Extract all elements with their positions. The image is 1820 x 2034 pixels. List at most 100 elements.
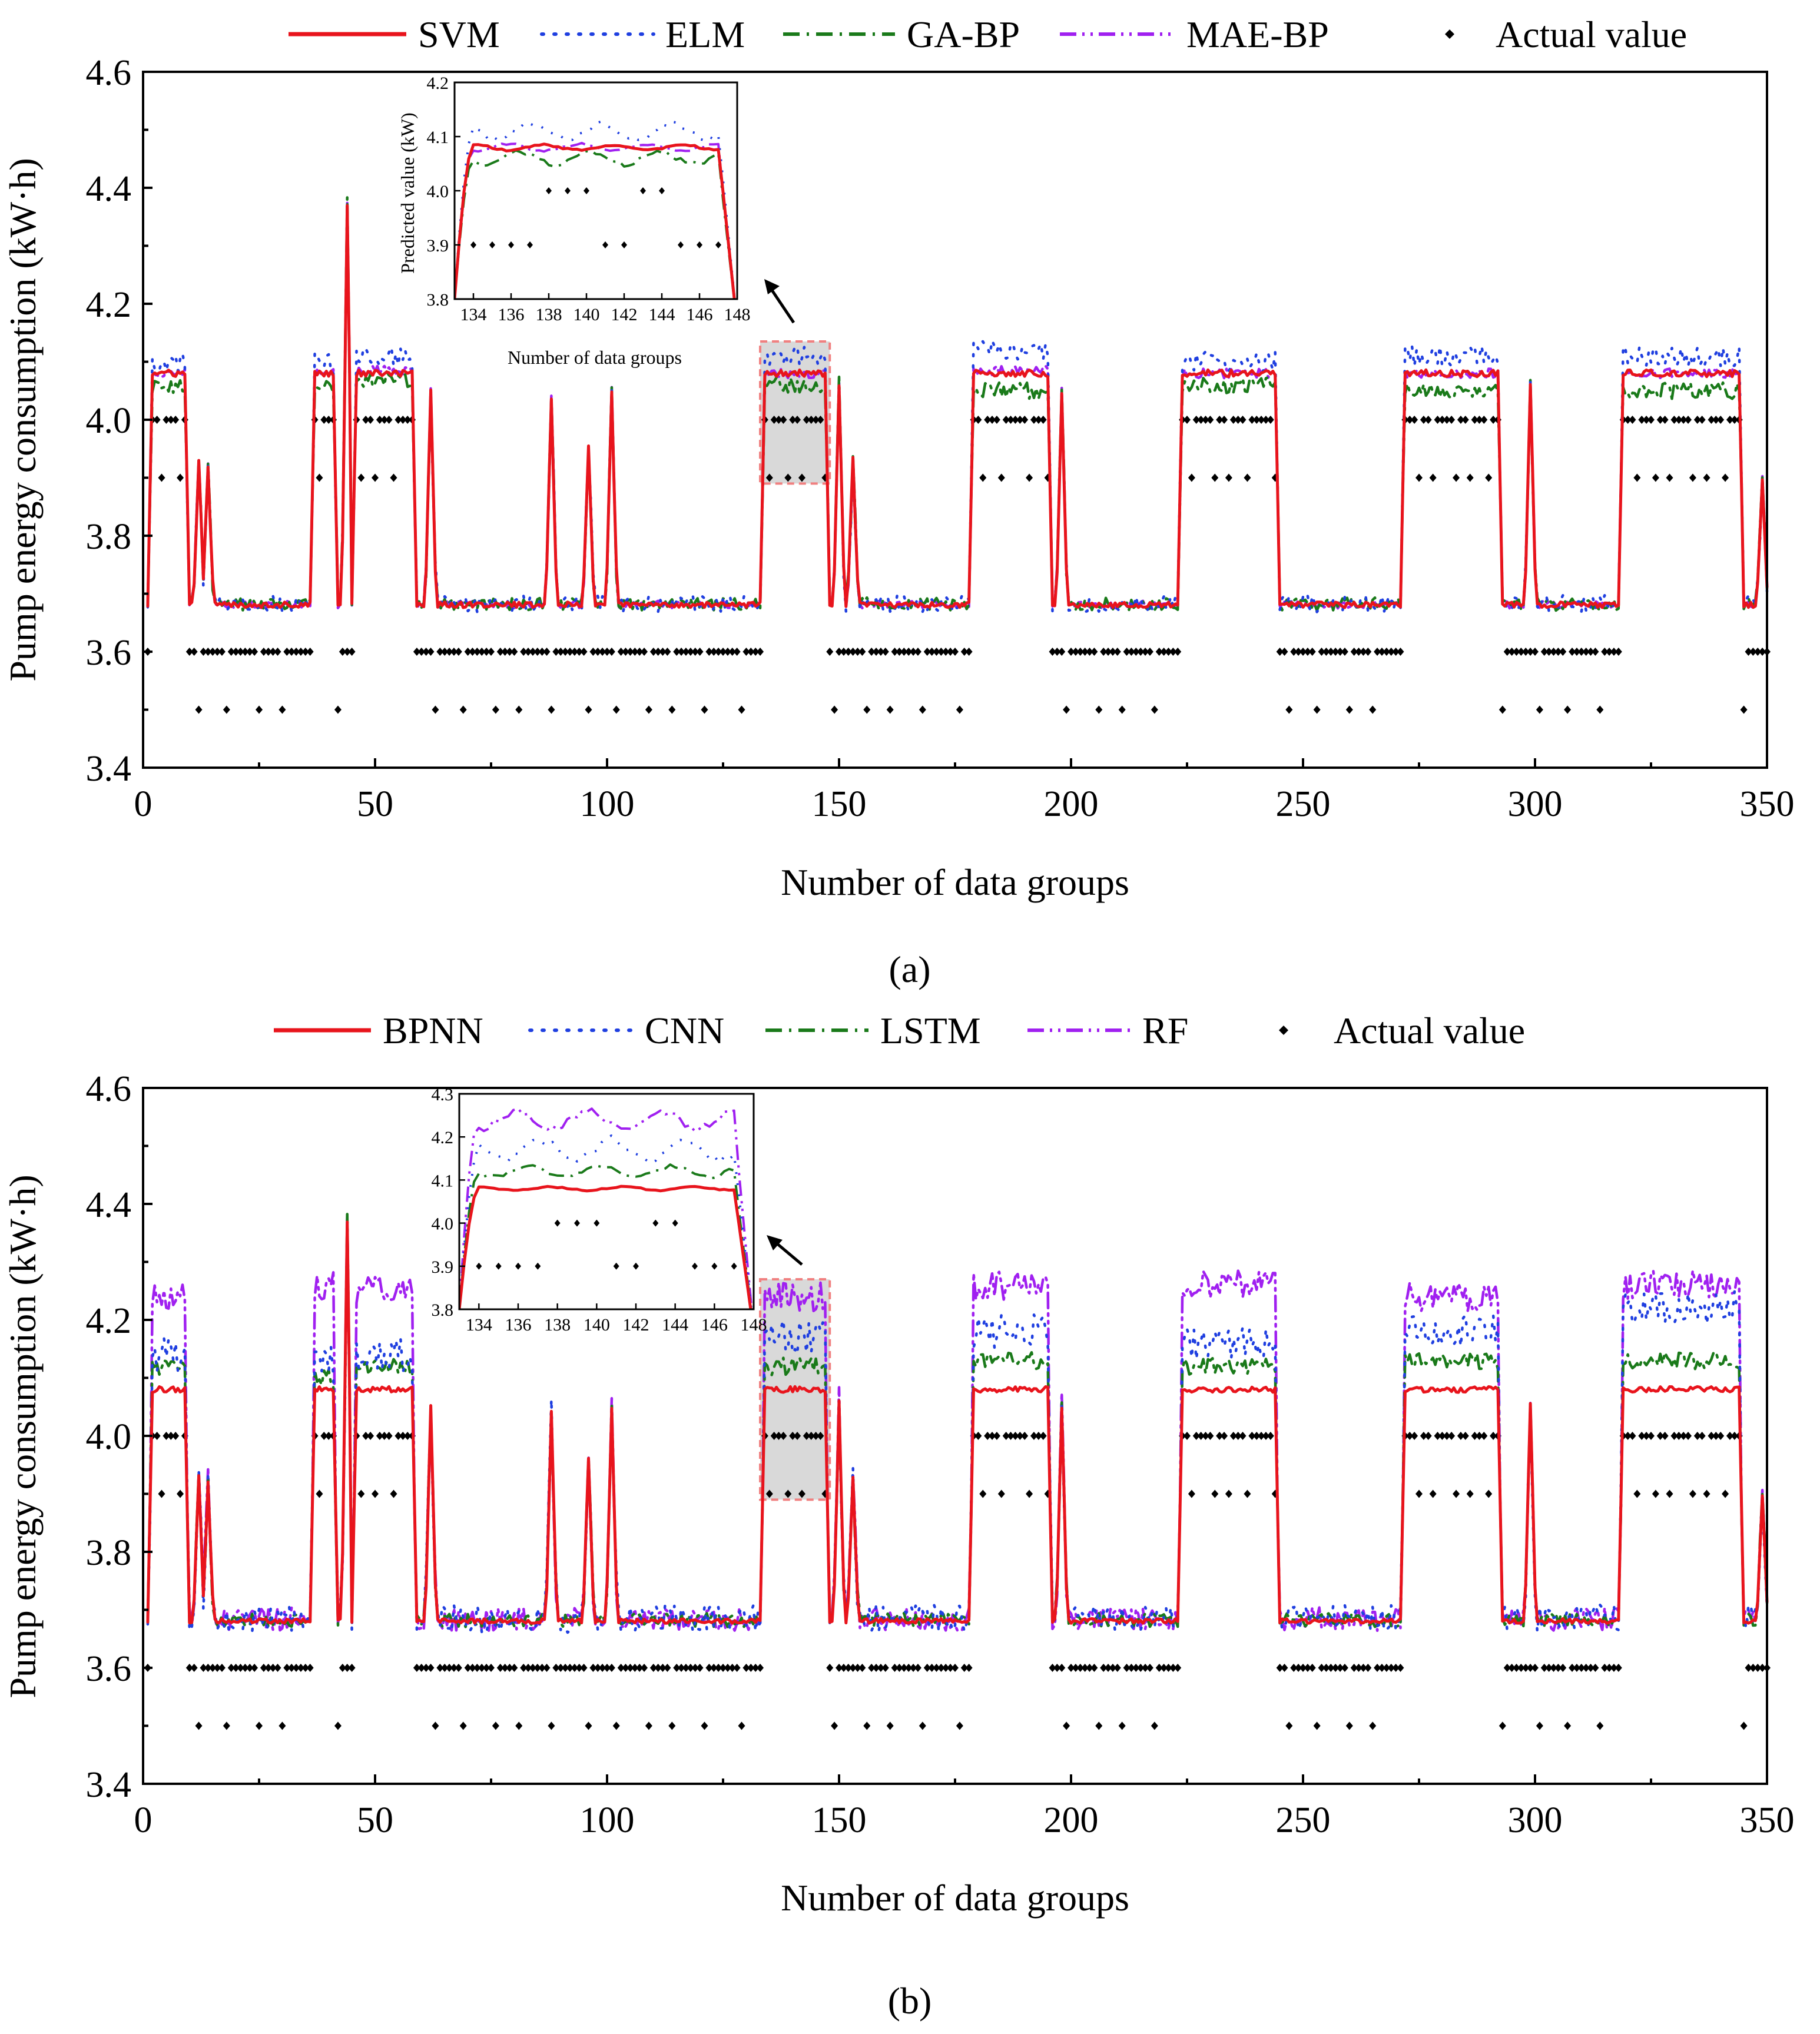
panel-b-actual-point: [863, 1721, 871, 1730]
panel-a-actual-point: [575, 648, 583, 656]
panel-a-actual-point: [515, 705, 523, 714]
panel-a-actual-point: [752, 648, 760, 656]
panel-a-actual-point: [626, 648, 634, 656]
panel-b-actual-point: [1160, 1664, 1168, 1672]
panel-a-actual-point: [589, 648, 597, 656]
panel-b-actual-point: [1332, 1664, 1340, 1672]
panel-b-actual-point: [1656, 1432, 1664, 1440]
panel-b-actual-point: [1383, 1664, 1390, 1672]
panel-a-actual-point: [395, 416, 402, 424]
panel-b-actual-point: [896, 1664, 903, 1672]
panel-a-actual-point: [905, 648, 913, 656]
panel-a-x-tick-label: 350: [1740, 784, 1795, 824]
panel-b-actual-point: [1109, 1664, 1116, 1672]
panel-b-actual-point: [997, 1489, 1005, 1498]
panel-b-actual-point: [826, 1664, 834, 1672]
panel-a-actual-point: [218, 648, 226, 656]
panel-b-x-tick-label: 250: [1276, 1800, 1331, 1840]
panel-b-inset-x-tick-label: 134: [466, 1315, 492, 1335]
panel-a-actual-point: [1577, 648, 1585, 656]
panel-b-actual-point: [673, 1664, 681, 1672]
panel-a-actual-point: [492, 705, 499, 714]
panel-a-actual-point: [1527, 648, 1534, 656]
panel-b-actual-point: [1717, 1432, 1725, 1440]
panel-b-actual-point: [1550, 1664, 1557, 1672]
panel-a-actual-point: [1675, 416, 1683, 424]
panel-a-actual-point: [612, 705, 620, 714]
panel-b-inset-actual-point: [495, 1262, 502, 1270]
panel-a-actual-point: [1063, 705, 1070, 714]
panel-a-actual-point: [1197, 416, 1205, 424]
panel-b-inset-series-bpnn: [459, 1184, 752, 1309]
panel-a-actual-point: [1434, 416, 1441, 424]
panel-a-actual-point: [1081, 648, 1089, 656]
panel-b-actual-point: [1068, 1664, 1075, 1672]
panel-b-actual-point: [372, 1489, 379, 1498]
panel-a-actual-point: [427, 648, 435, 656]
panel-a-actual-point: [645, 705, 652, 714]
panel-b-actual-point: [886, 1721, 894, 1730]
panel-b-x-tick-label: 0: [134, 1800, 153, 1840]
panel-a-actual-point: [1448, 416, 1456, 424]
panel-a-chart: SVM ELM GA-BP MAE-BP Actual value 0 50 100…: [2, 14, 1795, 990]
panel-b-actual-point: [923, 1664, 931, 1672]
panel-a-actual-point: [1169, 648, 1177, 656]
panel-a-actual-point: [960, 648, 968, 656]
panel-b-actual-point: [1026, 1489, 1033, 1498]
panel-a-actual-point: [742, 648, 750, 656]
panel-a-actual-point: [1378, 648, 1385, 656]
panel-a-actual-point: [1666, 473, 1673, 482]
panel-a-actual-point: [1146, 648, 1153, 656]
panel-b-actual-point: [1554, 1664, 1562, 1672]
panel-a-actual-point: [794, 416, 801, 424]
panel-b-actual-point: [1374, 1664, 1381, 1672]
panel-a-actual-point: [158, 473, 165, 482]
panel-b-inset-y-tick-label: 4.3: [432, 1085, 454, 1104]
panel-b-inset-series-lstm: [459, 1163, 752, 1309]
panel-b-actual-point: [928, 1664, 936, 1672]
panel-b-actual-point: [1221, 1432, 1228, 1440]
panel-a-actual-point: [608, 648, 615, 656]
panel-b-actual-point: [1035, 1432, 1042, 1440]
panel-b-actual-point: [1378, 1664, 1385, 1672]
panel-b-actual-point: [1703, 1489, 1710, 1498]
panel-a-inset-y-tick-label: 4.0: [427, 182, 449, 201]
panel-b-y-tick-label: 4.0: [86, 1417, 132, 1457]
panel-a-actual-point: [1499, 705, 1506, 714]
panel-a-actual-point: [877, 648, 884, 656]
panel-b-actual-point: [798, 1489, 805, 1498]
panel-b-actual-point: [274, 1664, 281, 1672]
panel-a-actual-point: [854, 648, 861, 656]
panel-a-actual-point: [1508, 648, 1516, 656]
panel-a-x-tick-label: 50: [357, 784, 393, 824]
panel-b-actual-point: [1726, 1432, 1733, 1440]
panel-a-actual-point: [1258, 416, 1265, 424]
panel-b-actual-point: [1202, 1432, 1209, 1440]
panel-b-actual-point: [237, 1664, 244, 1672]
panel-a-actual-point: [246, 648, 254, 656]
panel-a-actual-point: [881, 648, 889, 656]
panel-a-actual-point: [933, 648, 940, 656]
panel-b-actual-point: [1582, 1664, 1590, 1672]
panel-b-actual-point: [204, 1664, 212, 1672]
panel-b-actual-point: [320, 1432, 328, 1440]
panel-a-actual-point: [747, 648, 755, 656]
panel-b-actual-point: [506, 1664, 513, 1672]
panel-b-actual-point: [380, 1432, 388, 1440]
panel-a-actual-point: [715, 648, 722, 656]
panel-b-actual-point: [1151, 1721, 1158, 1730]
panel-b-inset-frame: [458, 1093, 755, 1310]
panel-b-actual-point: [172, 1432, 180, 1440]
panel-a-actual-point: [1685, 416, 1692, 424]
panel-b-actual-point: [525, 1664, 532, 1672]
panel-a-actual-point: [1550, 648, 1557, 656]
panel-a-actual-point: [1234, 416, 1242, 424]
panel-b-actual-point: [1105, 1664, 1112, 1672]
panel-a-actual-point: [343, 648, 351, 656]
panel-b-actual-point: [1053, 1664, 1061, 1672]
panel-b-actual-point: [167, 1432, 175, 1440]
panel-a-actual-point: [1137, 648, 1145, 656]
panel-b-actual-point: [1337, 1664, 1344, 1672]
panel-a-actual-point: [1406, 416, 1414, 424]
